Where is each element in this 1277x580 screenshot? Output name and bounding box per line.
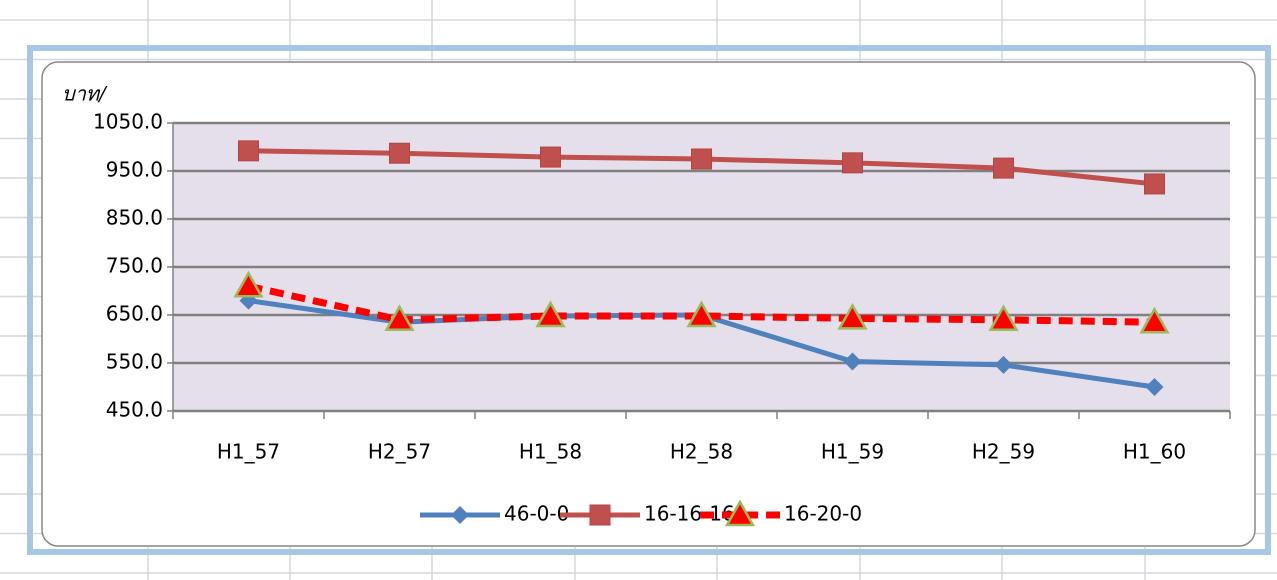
x-tick-label: H1_57 [217,440,280,464]
legend-label: 16-20-0 [784,502,862,526]
x-tick-label: H2_57 [368,440,431,464]
x-tick-label: H2_58 [670,440,733,464]
data-point [988,304,1019,332]
chart: 450.0 550.0 650.0 750.0 850.0 950.0 1050.0 H1_5… [93,110,1231,527]
data-point [993,157,1014,179]
data-point [535,300,566,328]
data-point [1139,306,1170,334]
data-point [389,142,410,164]
y-tick-label: 650.0 [106,302,163,326]
y-tick-label: 950.0 [106,158,163,182]
y-tick-label: 1050.0 [93,110,163,134]
data-point [1144,173,1165,195]
legend-label: 16-16-16 [644,502,735,526]
data-point [238,140,259,162]
x-tick-label: H2_59 [972,440,1035,464]
data-point [1145,378,1164,396]
data-point [384,304,415,332]
x-tick-label: H1_60 [1123,440,1186,464]
data-point [691,148,712,170]
data-point [837,302,868,330]
data-point [540,146,561,168]
data-point [843,352,862,371]
chart-selection-frame [27,45,1271,555]
data-point [686,300,717,328]
data-point [233,270,264,298]
x-tick-label: H1_58 [519,440,582,464]
data-point [842,152,863,174]
legend-marker [589,504,611,526]
legend-label: 46-0-0 [504,502,569,526]
legend-marker [451,506,469,524]
y-axis-label: บาท/ [62,82,108,106]
legend-marker [724,499,756,527]
data-point [994,355,1013,374]
y-tick-label: 550.0 [106,350,163,374]
y-tick-label: 850.0 [106,206,163,230]
x-tick-label: H1_59 [821,440,884,464]
y-tick-label: 450.0 [106,398,163,422]
y-tick-label: 750.0 [106,254,163,278]
